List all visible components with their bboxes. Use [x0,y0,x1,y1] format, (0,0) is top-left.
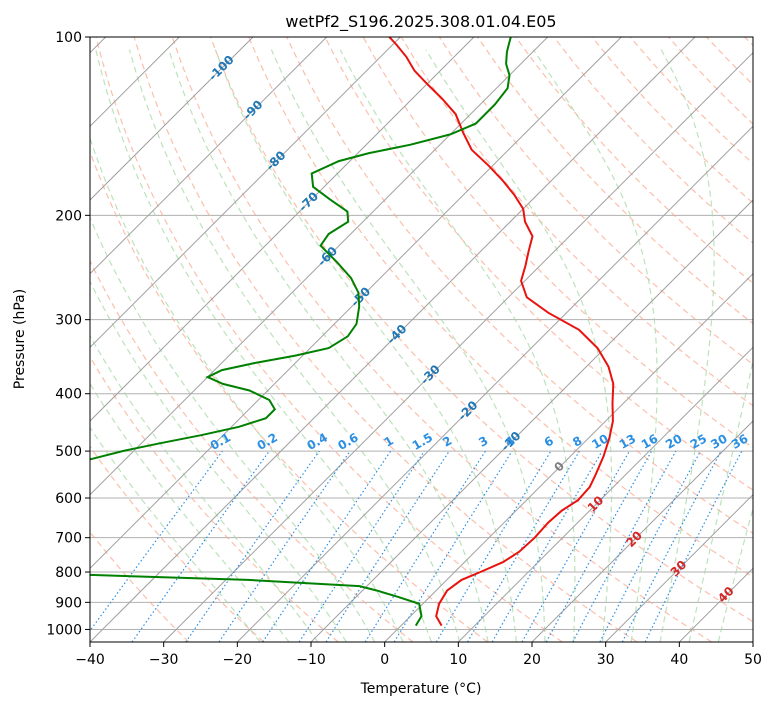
x-tick-label: −10 [296,652,326,668]
dry-adiabat [515,37,753,284]
moist-adiabat [95,49,432,642]
moist-adiabat [214,49,518,642]
mixing-ratio-line [90,450,223,632]
dry-adiabat [171,37,713,642]
isotherm-line [457,346,753,642]
x-tick-label: −30 [149,652,179,668]
y-axis: 1000 900 800 700 600 500 400 300 200 100 [46,30,90,638]
isotherm-line [163,51,753,642]
x-tick-label: −40 [75,652,105,668]
moist-adiabat [90,382,290,642]
mixing-ratio-lines [90,450,743,642]
moist-adiabat [688,357,753,642]
mixing-ratio-line [545,450,653,642]
mixing-ratio-line [644,450,743,642]
dry-adiabat [324,37,753,491]
y-tick-label: 500 [55,444,82,460]
y-tick-label: 100 [55,30,82,46]
x-tick-label: −20 [223,652,253,668]
moist-adiabat [339,49,576,642]
mixing-ratio-line [393,450,513,642]
moist-adiabat [90,280,347,642]
x-tick-label: 10 [449,652,467,668]
isotherm-line [90,37,475,422]
mixing-ratio-line [298,450,425,642]
moist-adiabat [90,334,319,642]
x-tick-label: 20 [523,652,541,668]
dry-adiabat [95,37,563,642]
skewed-isotherms [90,37,753,642]
x-axis: −40 −30 −20 −10 0 10 20 30 40 50 [75,642,762,668]
dry-adiabat [90,259,414,642]
isotherm-line [90,37,328,275]
mixing-ratio-line [521,450,631,642]
x-tick-label: 40 [670,652,688,668]
moist-adiabat [90,136,404,642]
moist-adiabat [128,49,461,642]
y-tick-label: 200 [55,208,82,224]
dry-adiabat [90,445,264,642]
x-tick-label: 30 [597,652,615,668]
dewpoint-line [90,37,512,627]
y-tick-label: 300 [55,313,82,329]
isotherm-line [90,37,254,201]
isotherm-line [605,493,753,642]
y-tick-label: 1000 [46,622,82,638]
isotherm-line [90,37,622,570]
mixing-ratio-line [325,450,450,642]
moist-adiabat [168,49,489,642]
dry-adiabat [286,37,753,534]
moist-adiabat [659,49,715,642]
moist-adiabat [90,216,376,642]
dry-adiabat [209,37,753,623]
pressure-grid [90,37,753,630]
x-axis-title: Temperature (°C) [360,681,482,697]
moist-adiabat [717,506,753,642]
mixing-ratio-line [131,450,270,642]
plot-area: -100-90-80-70-60-50-40-30-20-10010203040… [90,37,753,642]
mixing-ratio-line [262,450,392,642]
moist-adiabat [90,426,261,642]
isotherm-line [90,37,696,642]
mixing-ratio-line [185,450,320,642]
plot-frame [89,36,754,643]
moist-adiabat [532,49,658,642]
isotherm-line [310,199,753,642]
dry-adiabat [248,37,753,578]
y-tick-label: 400 [55,387,82,403]
y-tick-label: 800 [55,565,82,581]
dry-adiabats [90,37,753,642]
isotherm-line [90,37,549,496]
chart-title: wetPf2_S196.2025.308.01.04.E05 [285,12,556,32]
y-tick-label: 700 [55,531,82,547]
isotherm-line [384,272,753,642]
y-axis-title: Pressure (hPa) [12,289,28,389]
isotherm-line [90,37,401,349]
moist-adiabat [270,49,546,642]
x-tick-label: 50 [744,652,762,668]
mixing-ratio-line [218,450,351,642]
y-tick-label: 900 [55,595,82,611]
y-tick-label: 600 [55,491,82,507]
isotherm-line [531,420,753,642]
isotherm-line [236,125,753,642]
x-tick-label: 0 [380,652,389,668]
dry-adiabat [90,355,339,642]
mixing-ratio-line [572,450,677,642]
